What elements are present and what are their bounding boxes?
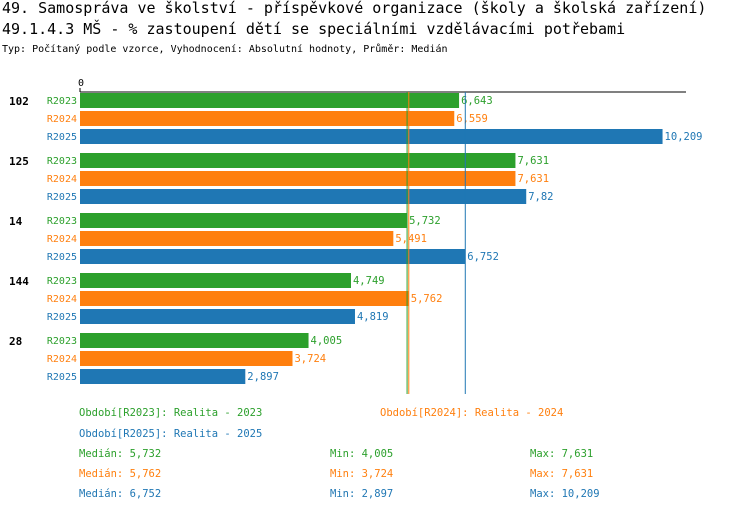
bar-value-label: 5,762 <box>411 293 443 305</box>
bar-chart: 0 102 R2023 6,643 R2024 6,559 R2025 10,209 125 R2… <box>9 78 703 394</box>
stat-median-r2024: Medián: 5,762 <box>79 468 162 480</box>
bar <box>80 369 246 384</box>
bar <box>80 249 466 264</box>
series-label: R2025 <box>47 372 77 383</box>
series-label: R2024 <box>47 294 77 305</box>
bar-value-label: 5,732 <box>409 215 441 227</box>
category-label: 28 <box>9 335 22 348</box>
bar-value-label: 4,005 <box>311 335 343 347</box>
bar <box>80 273 351 288</box>
series-label: R2023 <box>47 336 77 347</box>
bar-value-label: 2,897 <box>247 371 279 383</box>
bar <box>80 309 355 324</box>
series-label: R2023 <box>47 216 77 227</box>
bar <box>80 153 516 168</box>
bar-value-label: 7,82 <box>528 191 553 203</box>
bar <box>80 111 455 126</box>
bar <box>80 171 516 186</box>
bar-value-label: 7,631 <box>517 155 549 167</box>
category-label: 125 <box>9 155 29 168</box>
stat-min-r2025: Min: 2,897 <box>330 488 394 500</box>
series-label: R2023 <box>47 276 77 287</box>
bar <box>80 213 408 228</box>
bar-value-label: 10,209 <box>665 131 703 143</box>
series-label: R2023 <box>47 96 77 107</box>
series-label: R2024 <box>47 174 77 185</box>
category-label: 144 <box>9 275 29 288</box>
legend-r2025: Období[R2025]: Realita - 2025 <box>79 428 263 440</box>
chart-title: 49. Samospráva ve školství - příspěvkové… <box>2 0 707 17</box>
bar <box>80 129 663 144</box>
chart-meta: Typ: Počítaný podle vzorce, Vyhodnocení:… <box>2 44 448 55</box>
bar <box>80 351 293 366</box>
series-label: R2023 <box>47 156 77 167</box>
bar-value-label: 3,724 <box>294 353 326 365</box>
bar-value-label: 7,631 <box>517 173 549 185</box>
chart-subtitle: 49.1.4.3 MŠ - % zastoupení dětí se speci… <box>2 20 626 38</box>
x-axis-zero-label: 0 <box>78 78 84 89</box>
series-label: R2024 <box>47 114 77 125</box>
series-label: R2025 <box>47 132 77 143</box>
category-label: 102 <box>9 95 29 108</box>
series-label: R2025 <box>47 312 77 323</box>
stat-max-r2024: Max: 7,631 <box>530 468 594 480</box>
bar <box>80 333 309 348</box>
stat-max-r2023: Max: 7,631 <box>530 448 594 460</box>
series-label: R2025 <box>47 252 77 263</box>
bar <box>80 189 527 204</box>
legend-r2023: Období[R2023]: Realita - 2023 <box>79 407 263 419</box>
legend-r2024: Období[R2024]: Realita - 2024 <box>380 407 564 419</box>
bar-value-label: 5,491 <box>395 233 427 245</box>
bar <box>80 291 409 306</box>
bar-value-label: 6,643 <box>461 95 493 107</box>
bar <box>80 231 394 246</box>
series-label: R2025 <box>47 192 77 203</box>
stat-min-r2024: Min: 3,724 <box>330 468 394 480</box>
series-label: R2024 <box>47 354 77 365</box>
bar-value-label: 6,752 <box>467 251 499 263</box>
stat-max-r2025: Max: 10,209 <box>530 488 600 500</box>
stat-median-r2025: Medián: 6,752 <box>79 488 162 500</box>
bar-value-label: 4,749 <box>353 275 385 287</box>
bar <box>80 93 460 108</box>
category-label: 14 <box>9 215 23 228</box>
bar-value-label: 6,559 <box>456 113 488 125</box>
bar-value-label: 4,819 <box>357 311 389 323</box>
series-label: R2024 <box>47 234 77 245</box>
stat-median-r2023: Medián: 5,732 <box>79 448 162 460</box>
stat-min-r2023: Min: 4,005 <box>330 448 394 460</box>
